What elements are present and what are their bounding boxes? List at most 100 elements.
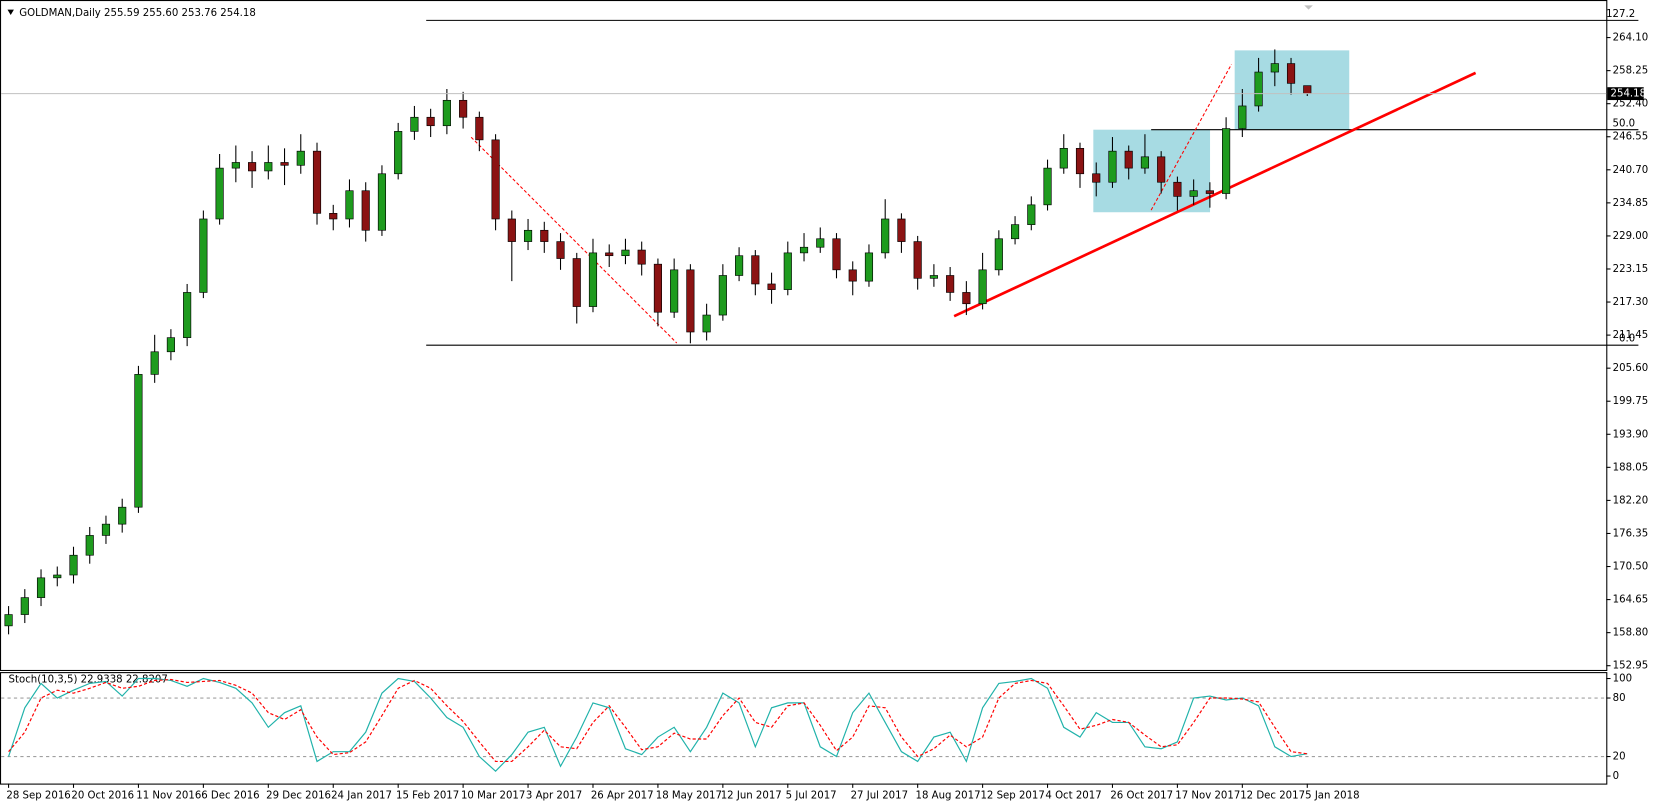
x-tick-label: 5 Jul 2017 (786, 790, 837, 801)
candle-body (264, 162, 273, 172)
candle-body (799, 246, 809, 254)
candle-body (605, 252, 614, 257)
y-tick-label: 164.65 (1613, 595, 1649, 606)
y-tick-label: 20 (1613, 752, 1626, 763)
trend-line (953, 71, 1477, 318)
x-tick-label: 28 Sep 2016 (6, 790, 70, 801)
candle-body (1173, 181, 1182, 197)
y-tick-label: 211.45 (1613, 330, 1649, 341)
candle-body (816, 238, 825, 248)
candle-body (929, 275, 938, 279)
candle-body (20, 597, 29, 615)
candle-body (150, 351, 159, 375)
candle-body (507, 218, 516, 242)
candle-body (588, 252, 598, 307)
box-zone (1234, 50, 1350, 130)
y-tick-label: 252.40 (1613, 99, 1649, 110)
candle-body (962, 292, 971, 305)
y-tick-label: 193.90 (1613, 429, 1649, 440)
candle-body (523, 229, 533, 242)
indicator-title: Stoch(10,3,5) 22.9338 22.8207 (9, 675, 168, 686)
x-tick-label: 5 Jan 2018 (1305, 790, 1359, 801)
candle-body (280, 162, 289, 166)
stoch-line (8, 677, 1308, 772)
x-tick-label: 12 Sep 2017 (980, 790, 1044, 801)
candle-body (36, 577, 46, 598)
candle-body (783, 252, 792, 290)
y-tick-label: 199.75 (1613, 396, 1649, 407)
candle-body (702, 314, 711, 333)
candle-body (53, 574, 62, 579)
candle-body (653, 263, 662, 313)
candle-body (1059, 148, 1068, 169)
candle-body (296, 150, 305, 166)
fib-label: 127.2 (1606, 9, 1635, 20)
candle-body (1010, 224, 1020, 240)
fib-label: 0.0 (1619, 334, 1635, 345)
candle-body (832, 238, 841, 271)
candle-body (248, 162, 257, 172)
candle-body (946, 275, 955, 293)
candle-body (1238, 105, 1247, 129)
candle-body (556, 241, 565, 259)
candle-body (670, 269, 679, 313)
candle-body (751, 255, 760, 285)
candle-body (1205, 190, 1214, 194)
x-tick-label: 17 Nov 2017 (1175, 790, 1240, 801)
candle-body (166, 337, 175, 353)
candle-body (199, 218, 208, 293)
candle-body (1157, 156, 1166, 183)
candle-body (345, 190, 354, 220)
candle-body (491, 139, 500, 220)
candle-body (848, 269, 857, 282)
candle-body (1092, 173, 1101, 183)
candle-body (1140, 156, 1150, 169)
candle-body (312, 150, 322, 214)
candle-body (735, 255, 744, 276)
x-tick-label: 3 Apr 2017 (526, 790, 582, 801)
x-tick-label: 6 Dec 2016 (201, 790, 259, 801)
fib-base (470, 136, 678, 344)
x-tick-label: 12 Dec 2017 (1240, 790, 1305, 801)
candle-body (1189, 190, 1198, 197)
candle-body (718, 275, 727, 316)
candle-body (572, 258, 581, 307)
y-tick-label: 152.95 (1613, 661, 1649, 672)
y-tick-label: 240.70 (1613, 165, 1649, 176)
y-tick-label: 246.55 (1613, 132, 1649, 143)
candle-body (329, 213, 338, 220)
y-tick-label: 205.60 (1613, 363, 1649, 374)
candle-body (134, 374, 143, 508)
candle-body (637, 249, 646, 265)
candle-body (69, 554, 78, 576)
candle-body (1286, 63, 1296, 84)
chart-title: GOLDMAN,Daily 255.59 255.60 253.76 254.1… (19, 8, 256, 19)
y-tick-label: 176.35 (1613, 528, 1649, 539)
x-tick-label: 4 Oct 2017 (1045, 790, 1101, 801)
candle-body (394, 131, 403, 175)
candle-body (1254, 71, 1263, 107)
candle-body (1075, 148, 1085, 175)
candle-body (1108, 150, 1117, 183)
y-tick-label: 158.80 (1613, 628, 1649, 639)
x-tick-label: 26 Apr 2017 (591, 790, 654, 801)
candle-body (913, 241, 922, 279)
candle-body (215, 167, 224, 220)
y-tick-label: 182.20 (1613, 495, 1649, 506)
shift-marker (1304, 5, 1313, 10)
x-tick-label: 20 Oct 2016 (71, 790, 134, 801)
stoch-panel (0, 672, 1608, 785)
x-tick-label: 27 Jul 2017 (851, 790, 908, 801)
candle-body (1222, 128, 1231, 194)
price-tag-label: 254.18 (1611, 89, 1647, 100)
y-tick-label: 188.05 (1613, 462, 1649, 473)
fib-label: 50.0 (1613, 118, 1636, 129)
y-tick-label: 100 (1613, 674, 1632, 685)
candle-body (881, 218, 890, 254)
price-tag (1607, 87, 1644, 101)
x-tick-label: 11 Nov 2016 (136, 790, 201, 801)
stoch-line (8, 678, 1308, 763)
candle-body (442, 99, 451, 127)
